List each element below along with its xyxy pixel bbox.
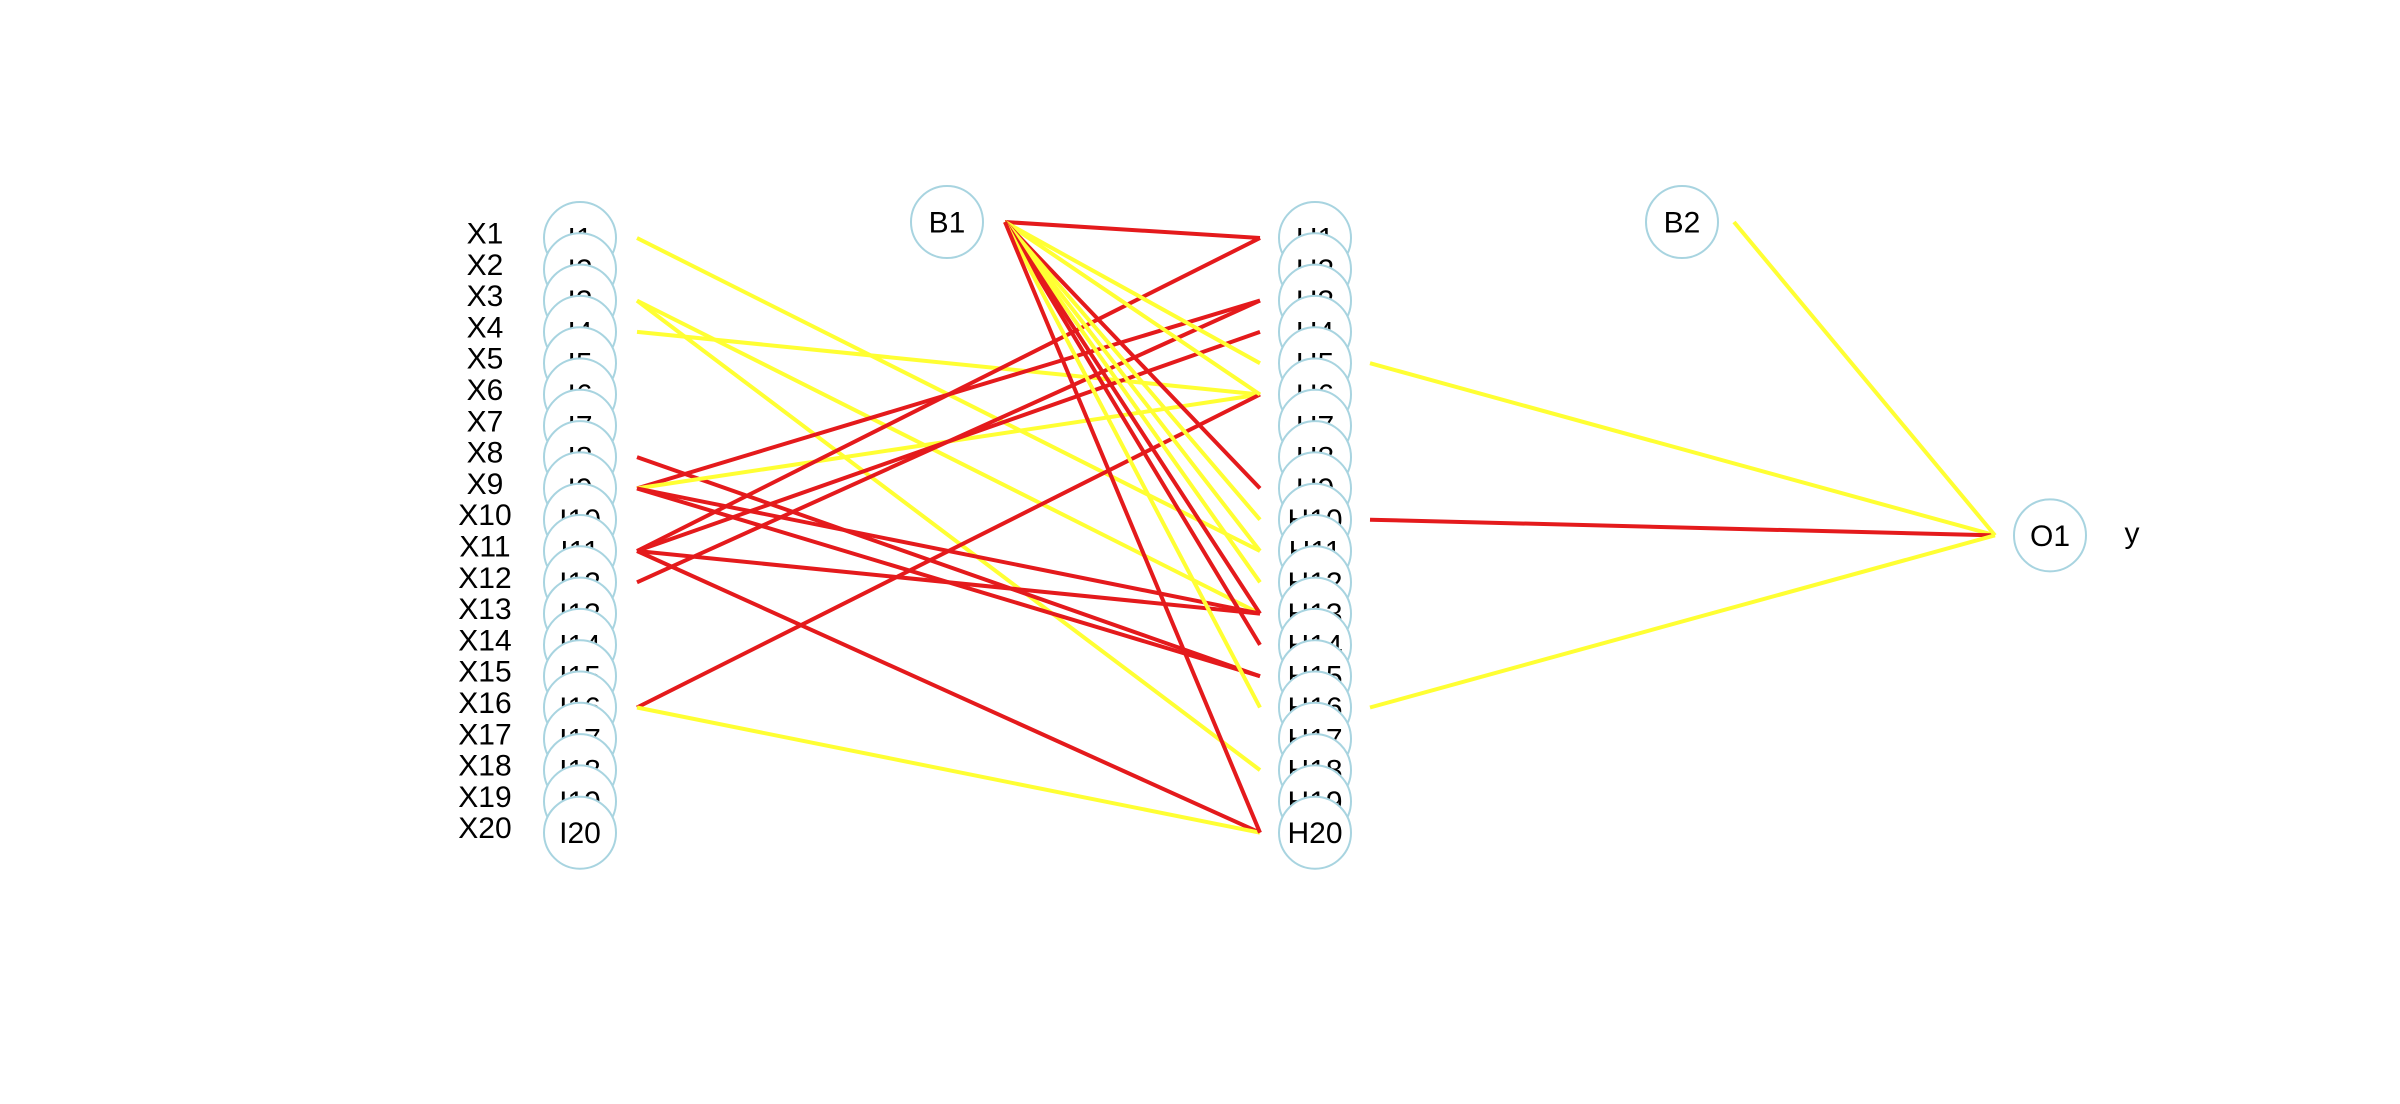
edge-b1-h12 (1003, 220, 1262, 584)
input-variable-label-x1: X1 (467, 218, 504, 251)
variable-labels: X1X2X3X4X5X6X7X8X9X10X11X12X13X14X15X16X… (458, 218, 2139, 846)
node-layer: I1I2I3I4I5I6I7I8I9I10I11I12I13I14I15I16I… (543, 185, 2087, 870)
connection-lines (635, 220, 1997, 835)
input-variable-label-x7: X7 (467, 405, 504, 438)
input-variable-label-x17: X17 (458, 718, 511, 751)
output-node-circle (2013, 498, 2087, 573)
output-variable-label: y (2125, 517, 2140, 550)
edge-b1-h16 (1003, 221, 1262, 709)
edge-i3-h18 (635, 299, 1262, 772)
bias-node-b1: B1 (910, 185, 984, 259)
input-variable-label-x3: X3 (467, 280, 504, 313)
edge-h10-o1 (1369, 517, 1996, 538)
bias-node-circle (1645, 185, 1719, 259)
output-node-label: O1 (2030, 520, 2070, 553)
input-variable-label-x20: X20 (458, 812, 511, 845)
input-node-circle (543, 795, 617, 870)
input-variable-label-x14: X14 (458, 624, 511, 657)
input-node-label: I20 (559, 817, 601, 850)
bias-node-b2: B2 (1645, 185, 1719, 259)
input-variable-label-x6: X6 (467, 374, 504, 407)
edge-b2-o1 (1732, 220, 1997, 537)
edge-b1-h14 (1003, 220, 1262, 646)
edge-b1-h6 (1003, 220, 1262, 397)
edge-b1-h1 (1004, 220, 1261, 240)
input-variable-label-x19: X19 (458, 781, 511, 814)
edge-i4-h6 (636, 329, 1261, 397)
edge-i3-h13 (636, 298, 1261, 616)
input-variable-label-x18: X18 (458, 750, 511, 783)
edge-i11-h13 (636, 549, 1261, 616)
input-variable-label-x12: X12 (458, 562, 511, 595)
edge-i16-h20 (636, 705, 1261, 835)
edge-b1-h13 (1003, 220, 1262, 615)
input-variable-label-x9: X9 (467, 468, 504, 501)
input-variable-label-x15: X15 (458, 656, 511, 689)
output-node-o1: O1 (2013, 498, 2087, 573)
input-variable-label-x10: X10 (458, 499, 511, 532)
edge-i16-h6 (636, 392, 1261, 710)
edge-b1-h11 (1003, 220, 1262, 553)
bias-node-circle (910, 185, 984, 259)
input-variable-label-x13: X13 (458, 593, 511, 626)
edge-i8-h15 (636, 455, 1261, 679)
edge-b1-h9 (1003, 220, 1262, 490)
hidden-node-h20: H20 (1278, 795, 1352, 870)
edge-b1-h20 (1003, 221, 1262, 834)
bias-node-label: B1 (929, 207, 966, 240)
input-variable-label-x8: X8 (467, 437, 504, 470)
edge-i11-h20 (636, 549, 1261, 835)
input-variable-label-x2: X2 (467, 249, 504, 282)
hidden-node-label: H20 (1287, 817, 1342, 850)
input-node-i20: I20 (543, 795, 617, 870)
edge-b1-h5 (1004, 220, 1261, 365)
input-variable-label-x16: X16 (458, 687, 511, 720)
input-variable-label-x11: X11 (459, 531, 510, 564)
input-variable-label-x4: X4 (467, 311, 504, 344)
edge-i12-h3 (636, 298, 1261, 585)
bias-node-label: B2 (1664, 207, 1701, 240)
edge-h16-o1 (1369, 533, 1996, 710)
edge-b1-h10 (1003, 220, 1262, 522)
edge-i11-h1 (636, 236, 1261, 553)
edge-h5-o1 (1369, 361, 1996, 538)
hidden-node-circle (1278, 795, 1352, 870)
input-variable-label-x5: X5 (467, 343, 504, 376)
